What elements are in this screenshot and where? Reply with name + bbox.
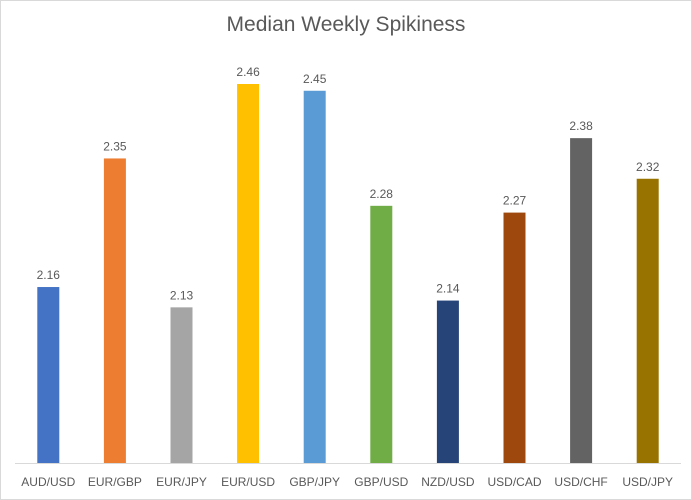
bar-eur-usd bbox=[237, 84, 260, 463]
data-label-eur-usd: 2.46 bbox=[236, 65, 260, 79]
bar-usd-cad bbox=[503, 212, 526, 463]
category-label-eur-gbp: EUR/GBP bbox=[88, 475, 142, 489]
category-label-usd-cad: USD/CAD bbox=[487, 475, 541, 489]
category-label-gbp-usd: GBP/USD bbox=[354, 475, 408, 489]
bar-eur-gbp bbox=[103, 158, 126, 464]
bar-eur-jpy bbox=[170, 307, 193, 463]
category-label-aud-usd: AUD/USD bbox=[21, 475, 75, 489]
data-label-gbp-usd: 2.28 bbox=[370, 187, 394, 201]
data-label-aud-usd: 2.16 bbox=[37, 268, 61, 282]
data-label-usd-jpy: 2.32 bbox=[636, 160, 660, 174]
data-label-eur-jpy: 2.13 bbox=[170, 288, 194, 302]
category-label-usd-chf: USD/CHF bbox=[554, 475, 607, 489]
category-label-gbp-jpy: GBP/JPY bbox=[289, 475, 340, 489]
category-label-eur-usd: EUR/USD bbox=[221, 475, 275, 489]
category-label-eur-jpy: EUR/JPY bbox=[156, 475, 207, 489]
data-label-usd-chf: 2.38 bbox=[569, 119, 593, 133]
bar-gbp-jpy bbox=[303, 90, 326, 464]
data-label-usd-cad: 2.27 bbox=[503, 194, 527, 208]
bar-aud-usd bbox=[37, 287, 60, 463]
bar-gbp-usd bbox=[370, 205, 393, 464]
chart-title: Median Weekly Spikiness bbox=[226, 13, 466, 36]
category-label-usd-jpy: USD/JPY bbox=[622, 475, 673, 489]
bar-nzd-usd bbox=[436, 300, 459, 463]
bar-usd-chf bbox=[570, 138, 593, 463]
data-label-eur-gbp: 2.35 bbox=[103, 139, 127, 153]
data-label-gbp-jpy: 2.45 bbox=[303, 72, 327, 86]
category-label-nzd-usd: NZD/USD bbox=[421, 475, 475, 489]
bar-usd-jpy bbox=[636, 178, 659, 463]
data-label-nzd-usd: 2.14 bbox=[436, 282, 460, 296]
